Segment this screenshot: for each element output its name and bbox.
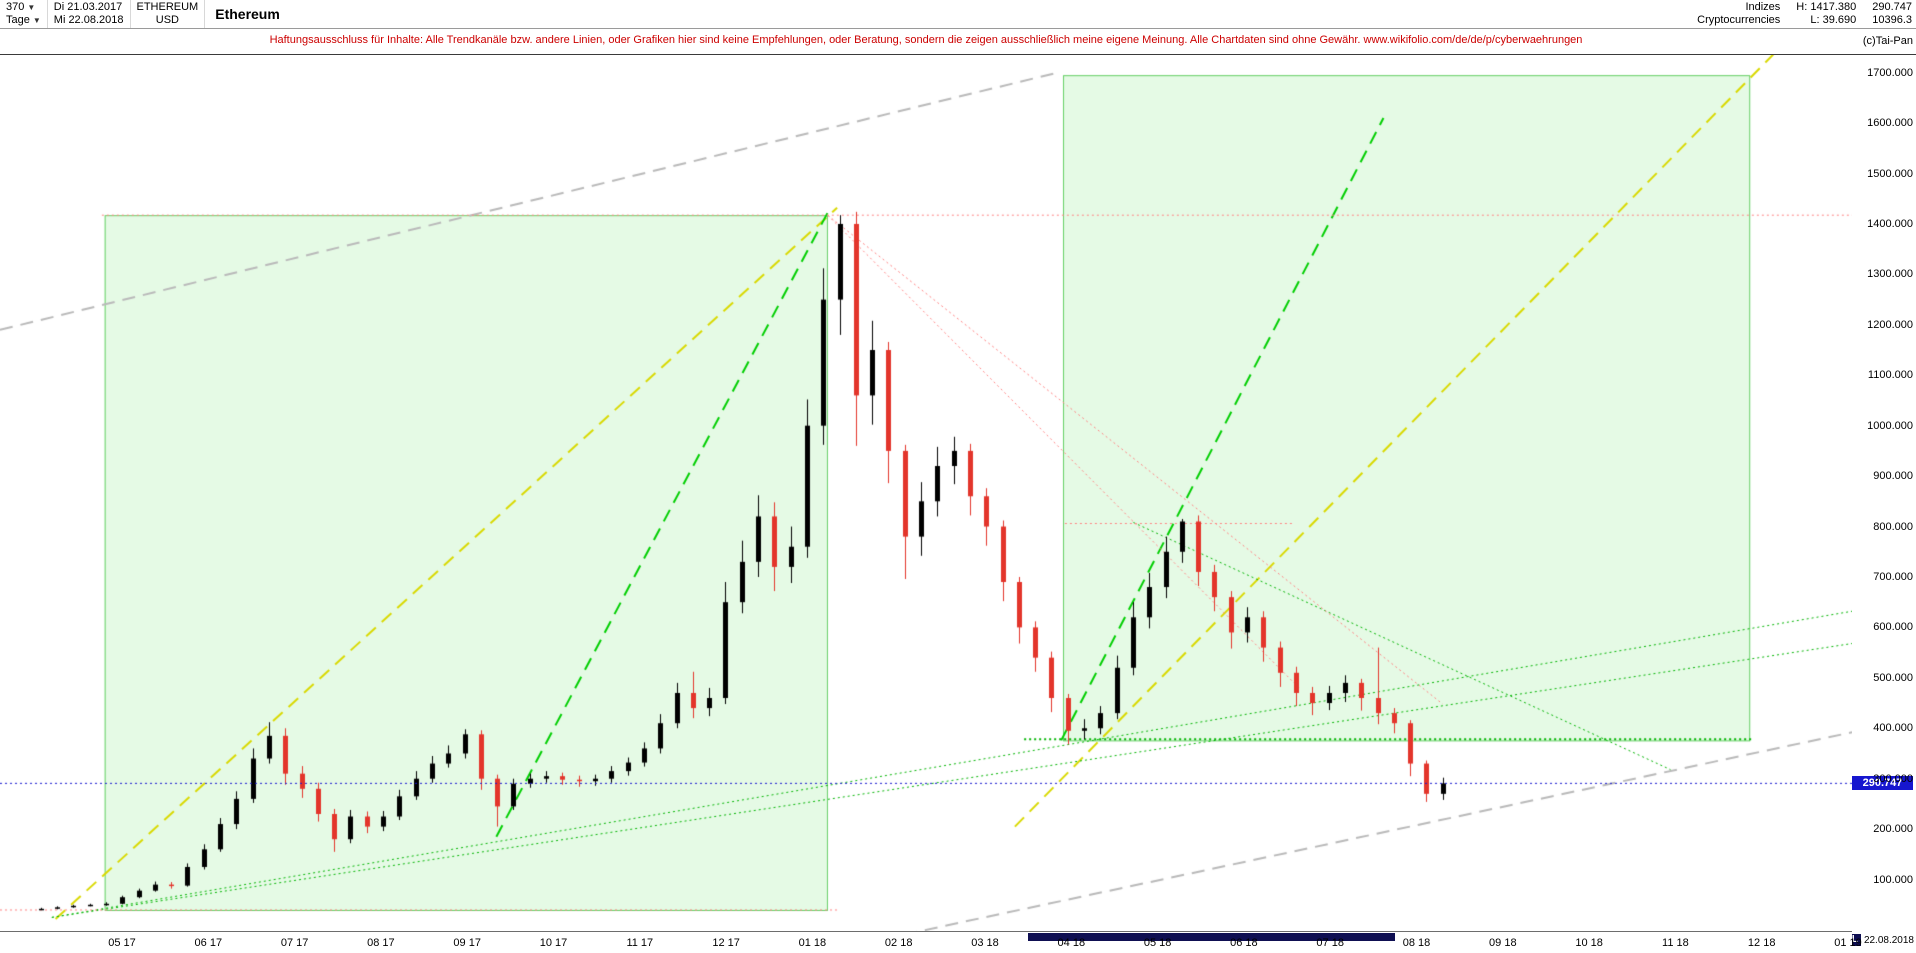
range-value[interactable]: 370 bbox=[6, 1, 25, 13]
x-axis-label: 10 18 bbox=[1575, 937, 1603, 949]
toolbar: 370 ▼ Tage ▼ Di 21.03.2017 Mi 22.08.2018… bbox=[0, 0, 1916, 29]
period-value[interactable]: Tage bbox=[6, 14, 30, 26]
y-axis-label: 700.000 bbox=[1873, 570, 1913, 583]
x-axis-label: 02 18 bbox=[884, 937, 913, 949]
chevron-down-icon[interactable]: ▼ bbox=[32, 16, 41, 25]
y-axis-label: 300.000 bbox=[1873, 772, 1913, 785]
x-axis-label: 07 17 bbox=[280, 937, 309, 949]
price-axis[interactable]: 290.747 L 22.08.2018 100.000 200.000 300.0… bbox=[1848, 55, 1916, 952]
x-axis-label: 11 18 bbox=[1662, 937, 1689, 949]
y-axis-label: 800.000 bbox=[1873, 520, 1913, 533]
price-chart-canvas[interactable] bbox=[0, 55, 1852, 931]
x-axis-label: 10 17 bbox=[539, 937, 568, 949]
x-axis-label: 01 19 bbox=[1834, 937, 1862, 949]
x-axis-label: 07 18 bbox=[1316, 937, 1344, 949]
disclaimer-text: Haftungsausschluss für Inhalte: Alle Tre… bbox=[0, 34, 1852, 46]
range-start-date[interactable]: Di 21.03.2017 bbox=[53, 1, 123, 13]
axis-range-bar[interactable] bbox=[1027, 933, 1395, 941]
taipan-copyright: (c)Tai-Pan bbox=[1862, 35, 1913, 47]
y-axis-label: 200.000 bbox=[1873, 823, 1913, 836]
low-value: L: 39.690 bbox=[1810, 14, 1857, 26]
disclaimer-row: Haftungsausschluss für Inhalte: Alle Tre… bbox=[0, 29, 1916, 55]
y-axis-label: 1700.000 bbox=[1867, 66, 1913, 79]
y-axis-label: 1100.000 bbox=[1867, 369, 1913, 382]
y-axis-label: 1500.000 bbox=[1867, 167, 1913, 180]
x-axis-label: 06 17 bbox=[194, 937, 223, 949]
y-axis-label: 1600.000 bbox=[1867, 117, 1913, 130]
x-axis-label: 03 18 bbox=[971, 937, 999, 949]
x-axis-label: 09 18 bbox=[1489, 937, 1517, 949]
chart-region: 290.747 L 22.08.2018 100.000 200.000 300.0… bbox=[0, 55, 1916, 953]
x-axis-label: 09 17 bbox=[453, 937, 481, 949]
y-axis-label: 400.000 bbox=[1873, 722, 1913, 735]
x-axis-label: 01 18 bbox=[798, 937, 827, 949]
range-period-cell: 370 ▼ Tage ▼ bbox=[0, 0, 48, 28]
symbol-cell: ETHEREUM USD bbox=[131, 0, 206, 28]
category-cryptocurrencies[interactable]: Cryptocurrencies bbox=[1697, 14, 1781, 26]
last-price: 290.747 bbox=[1872, 1, 1912, 13]
secondary-value: 10396.3 bbox=[1872, 14, 1912, 26]
x-axis-label: 05 17 bbox=[108, 937, 136, 949]
category-cell: Indizes Cryptocurrencies bbox=[1689, 0, 1788, 28]
high-value: H: 1417.380 bbox=[1796, 1, 1857, 13]
disclaimer-body: Haftungsausschluss für Inhalte: Alle Tre… bbox=[269, 34, 1361, 46]
x-axis-label: 11 17 bbox=[626, 937, 654, 949]
y-axis-label: 1000.000 bbox=[1867, 419, 1913, 432]
range-end-date[interactable]: Mi 22.08.2018 bbox=[53, 14, 124, 26]
x-axis-label: 08 17 bbox=[367, 937, 395, 949]
time-axis[interactable]: 05 17 06 17 07 17 08 17 09 17 10 17 11 17 12 17… bbox=[0, 931, 1862, 953]
x-axis-label: 08 18 bbox=[1402, 937, 1431, 949]
x-axis-label: 06 18 bbox=[1230, 937, 1258, 949]
current-price-marker: 290.747 bbox=[1852, 776, 1913, 791]
y-axis-label: 500.000 bbox=[1873, 671, 1913, 684]
y-axis-label: 900.000 bbox=[1873, 470, 1913, 483]
x-axis-label: 04 18 bbox=[1057, 937, 1086, 949]
chevron-down-icon[interactable]: ▼ bbox=[27, 3, 36, 12]
symbol-currency: USD bbox=[155, 14, 179, 26]
wikifolio-link[interactable]: www.wikifolio.com/de/de/p/cyberwaehrunge… bbox=[1363, 34, 1583, 46]
x-axis-label: 12 17 bbox=[712, 937, 740, 949]
date-range-cell: Di 21.03.2017 Mi 22.08.2018 bbox=[48, 0, 131, 28]
y-axis-label: 100.000 bbox=[1873, 873, 1913, 886]
high-low-cell: H: 1417.380 L: 39.690 bbox=[1788, 0, 1864, 28]
x-axis-label: 12 18 bbox=[1747, 937, 1776, 949]
category-indizes[interactable]: Indizes bbox=[1745, 1, 1781, 13]
symbol-code: ETHEREUM bbox=[136, 1, 199, 13]
y-axis-label: 600.000 bbox=[1873, 621, 1913, 634]
y-axis-label: 1300.000 bbox=[1867, 268, 1913, 281]
y-axis-label: 1200.000 bbox=[1867, 318, 1913, 331]
instrument-title: Ethereum bbox=[215, 6, 280, 22]
header-spacer bbox=[290, 0, 1689, 28]
last-date-label: 22.08.2018 bbox=[1863, 934, 1914, 946]
x-axis-label: 05 18 bbox=[1143, 937, 1172, 949]
price-cell: 290.747 10396.3 bbox=[1864, 0, 1916, 28]
y-axis-label: 1400.000 bbox=[1867, 217, 1913, 230]
